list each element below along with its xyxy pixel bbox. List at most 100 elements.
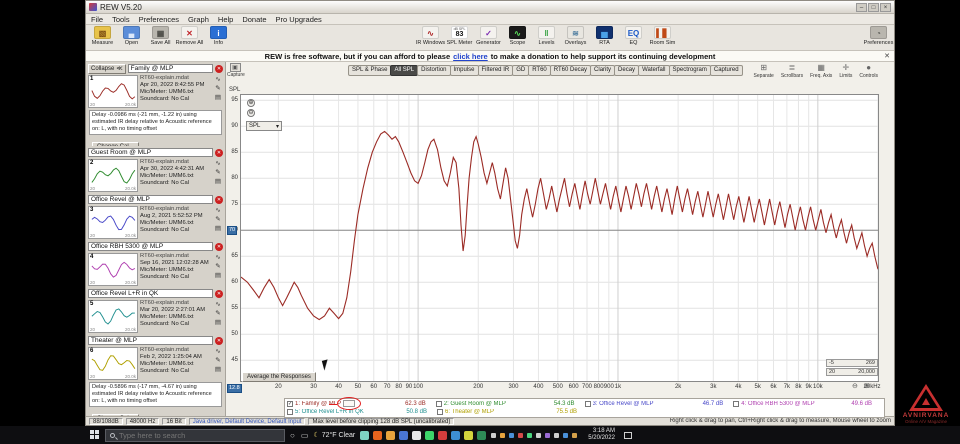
- graph-tab-gd[interactable]: GD: [512, 65, 530, 76]
- start-button[interactable]: [90, 430, 100, 440]
- legend-checkbox[interactable]: [435, 400, 442, 407]
- taskbar-clock[interactable]: 3:18 AM 5/20/2022: [588, 428, 615, 442]
- toolbar-button-generator[interactable]: ✓ Generator: [474, 26, 503, 46]
- toolbar-button-eq[interactable]: EQ EQ: [619, 26, 648, 46]
- collapse-button[interactable]: Collapse ≪: [88, 63, 126, 74]
- graph-tab-decay[interactable]: Decay: [614, 65, 640, 76]
- edit-icon[interactable]: ✎: [215, 216, 221, 223]
- x-axis-zoom-buttons[interactable]: ⊖ ⊕: [852, 383, 872, 390]
- notes-icon[interactable]: ▤: [214, 178, 222, 185]
- legend-trace-name[interactable]: 6: Theater @ MLP: [445, 409, 495, 416]
- taskbar-app-icon-6[interactable]: [425, 430, 435, 440]
- measurement-thumbnail[interactable]: 6 20 20.0k: [88, 347, 138, 380]
- average-responses-button[interactable]: Average the Responses: [242, 372, 316, 382]
- toolbar-button-scope[interactable]: ∿ Scope: [503, 26, 532, 46]
- delete-measurement-button[interactable]: ✕: [215, 336, 223, 345]
- legend-trace-name[interactable]: 1: Family @ MLP: [295, 400, 342, 407]
- toolbar-button-open[interactable]: ▄ Open: [117, 26, 146, 46]
- measurement-thumbnail[interactable]: 5 20 20.0k: [88, 300, 138, 333]
- graph-tool-limits[interactable]: ✛ Limits: [839, 63, 852, 79]
- taskbar-app-icon-7[interactable]: [438, 430, 448, 440]
- edit-icon[interactable]: ✎: [215, 357, 221, 364]
- tray-icon-2[interactable]: [500, 432, 506, 438]
- toolbar-button-spl-meter[interactable]: dB SPL 83 SPL Meter: [445, 26, 474, 46]
- title-bar[interactable]: REW V5.20 – □ ×: [86, 1, 894, 14]
- measurement-name-field[interactable]: [88, 289, 213, 298]
- edit-icon[interactable]: ✎: [215, 169, 221, 176]
- edit-icon[interactable]: ✎: [215, 310, 221, 317]
- menu-item-file[interactable]: File: [91, 14, 104, 24]
- measurement-notes[interactable]: Delay -0.5896 ms (-17 mm, -4.67 in) usin…: [89, 382, 222, 407]
- taskbar-app-icon-8[interactable]: [451, 430, 461, 440]
- graph-tab-spl-phase[interactable]: SPL & Phase: [348, 65, 392, 76]
- tray-icon-4[interactable]: [518, 432, 524, 438]
- graph-tool-controls[interactable]: ● Controls: [859, 63, 878, 79]
- legend-checkbox[interactable]: [437, 409, 443, 416]
- measurement-name-field[interactable]: [88, 242, 213, 251]
- maximize-button[interactable]: □: [868, 2, 879, 12]
- toolbar-button-info[interactable]: i Info: [204, 26, 233, 46]
- toolbar-button-ir-windows[interactable]: ∿ IR Windows: [416, 26, 445, 46]
- measurement-thumbnail[interactable]: 2 20 20.0k: [88, 159, 138, 192]
- menu-item-donate[interactable]: Donate: [242, 14, 267, 24]
- measurement-notes[interactable]: Delay -0.0986 ms (-21 mm, -1.22 in) usin…: [89, 110, 222, 135]
- measurement-thumbnail[interactable]: 4 20 20.0k: [88, 253, 138, 286]
- measurement-name-field[interactable]: [88, 148, 213, 157]
- toolbar-button-rta[interactable]: ▅ RTA: [590, 26, 619, 46]
- taskbar-weather[interactable]: ☾ 72°F Clear: [313, 431, 355, 440]
- taskbar-app-icon-2[interactable]: [373, 430, 383, 440]
- delete-measurement-button[interactable]: ✕: [215, 242, 223, 251]
- legend-checkbox[interactable]: [584, 400, 591, 407]
- graph-tab-clarity[interactable]: Clarity: [590, 65, 616, 76]
- legend-trace-name[interactable]: 3: Office Revel @ MLP: [592, 400, 654, 407]
- zoom-in-button[interactable]: ⊕: [247, 99, 255, 107]
- tray-icon-6[interactable]: [536, 432, 542, 438]
- graph-tool-scrollbars[interactable]: ≣ Scrollbars: [781, 63, 803, 79]
- toolbar-button-remove-all[interactable]: ✕ Remove All: [175, 26, 204, 46]
- taskbar-app-icon-9[interactable]: [464, 430, 474, 440]
- trace-icon[interactable]: ∿: [215, 348, 221, 355]
- taskbar-search[interactable]: [105, 428, 285, 442]
- taskbar-app-icon-5[interactable]: [412, 430, 422, 440]
- search-input[interactable]: [119, 430, 269, 440]
- tray-icon-10[interactable]: [572, 432, 578, 438]
- notes-icon[interactable]: ▤: [214, 94, 222, 101]
- notes-icon[interactable]: ▤: [214, 225, 222, 232]
- trace-icon[interactable]: ∿: [215, 254, 221, 261]
- tray-icon-7[interactable]: [545, 432, 551, 438]
- legend-trace-name[interactable]: 5: Office Revel L+R in QK: [295, 409, 364, 416]
- measurement-name-field[interactable]: [88, 195, 213, 204]
- notes-icon[interactable]: ▤: [214, 366, 222, 373]
- legend-checkbox[interactable]: [733, 400, 740, 407]
- tray-icon-3[interactable]: [509, 432, 515, 438]
- measurement-name-field[interactable]: [88, 336, 213, 345]
- minimize-button[interactable]: –: [856, 2, 867, 12]
- measurement-thumbnail[interactable]: 1 20 20.0k: [88, 75, 138, 108]
- graph-tab-waterfall[interactable]: Waterfall: [638, 65, 670, 76]
- axis-limit-box[interactable]: 20 20,000: [826, 368, 878, 376]
- taskbar-app-icon-1[interactable]: [360, 430, 370, 440]
- menu-item-graph[interactable]: Graph: [188, 14, 209, 24]
- task-view-icon[interactable]: ▭: [300, 430, 309, 440]
- graph-tab-rt60[interactable]: RT60: [528, 65, 551, 76]
- close-button[interactable]: ×: [880, 2, 891, 12]
- menu-item-preferences[interactable]: Preferences: [138, 14, 180, 24]
- measurement-name-field[interactable]: [127, 64, 213, 73]
- taskbar-app-icon-3[interactable]: [386, 430, 396, 440]
- notes-icon[interactable]: ▤: [214, 319, 222, 326]
- status-audio-links[interactable]: Java driver, Default Device, Default Inp…: [188, 417, 306, 425]
- toolbar-button-measure[interactable]: ▧ Measure: [88, 26, 117, 46]
- axis-limit-box[interactable]: -5 269: [826, 359, 878, 367]
- spl-dropdown[interactable]: SPL ▾: [246, 121, 282, 131]
- tray-icon-9[interactable]: [563, 432, 569, 438]
- plot-area[interactable]: ⊕ ⊖ SPL ▾: [240, 94, 879, 382]
- toolbar-button-levels[interactable]: ‖ Levels: [532, 26, 561, 46]
- graph-tool-separate[interactable]: ⊞ Separate: [754, 63, 774, 79]
- action-center-icon[interactable]: [623, 431, 632, 439]
- legend-trace-name[interactable]: 4: Office RBH 5300 @ MLP: [741, 400, 815, 407]
- taskbar-app-icon-4[interactable]: [399, 430, 409, 440]
- delete-measurement-button[interactable]: ✕: [215, 289, 223, 298]
- legend-checkbox[interactable]: ✓: [287, 400, 293, 407]
- graph-tab-spectrogram[interactable]: Spectrogram: [668, 65, 711, 76]
- delete-measurement-button[interactable]: ✕: [215, 195, 223, 204]
